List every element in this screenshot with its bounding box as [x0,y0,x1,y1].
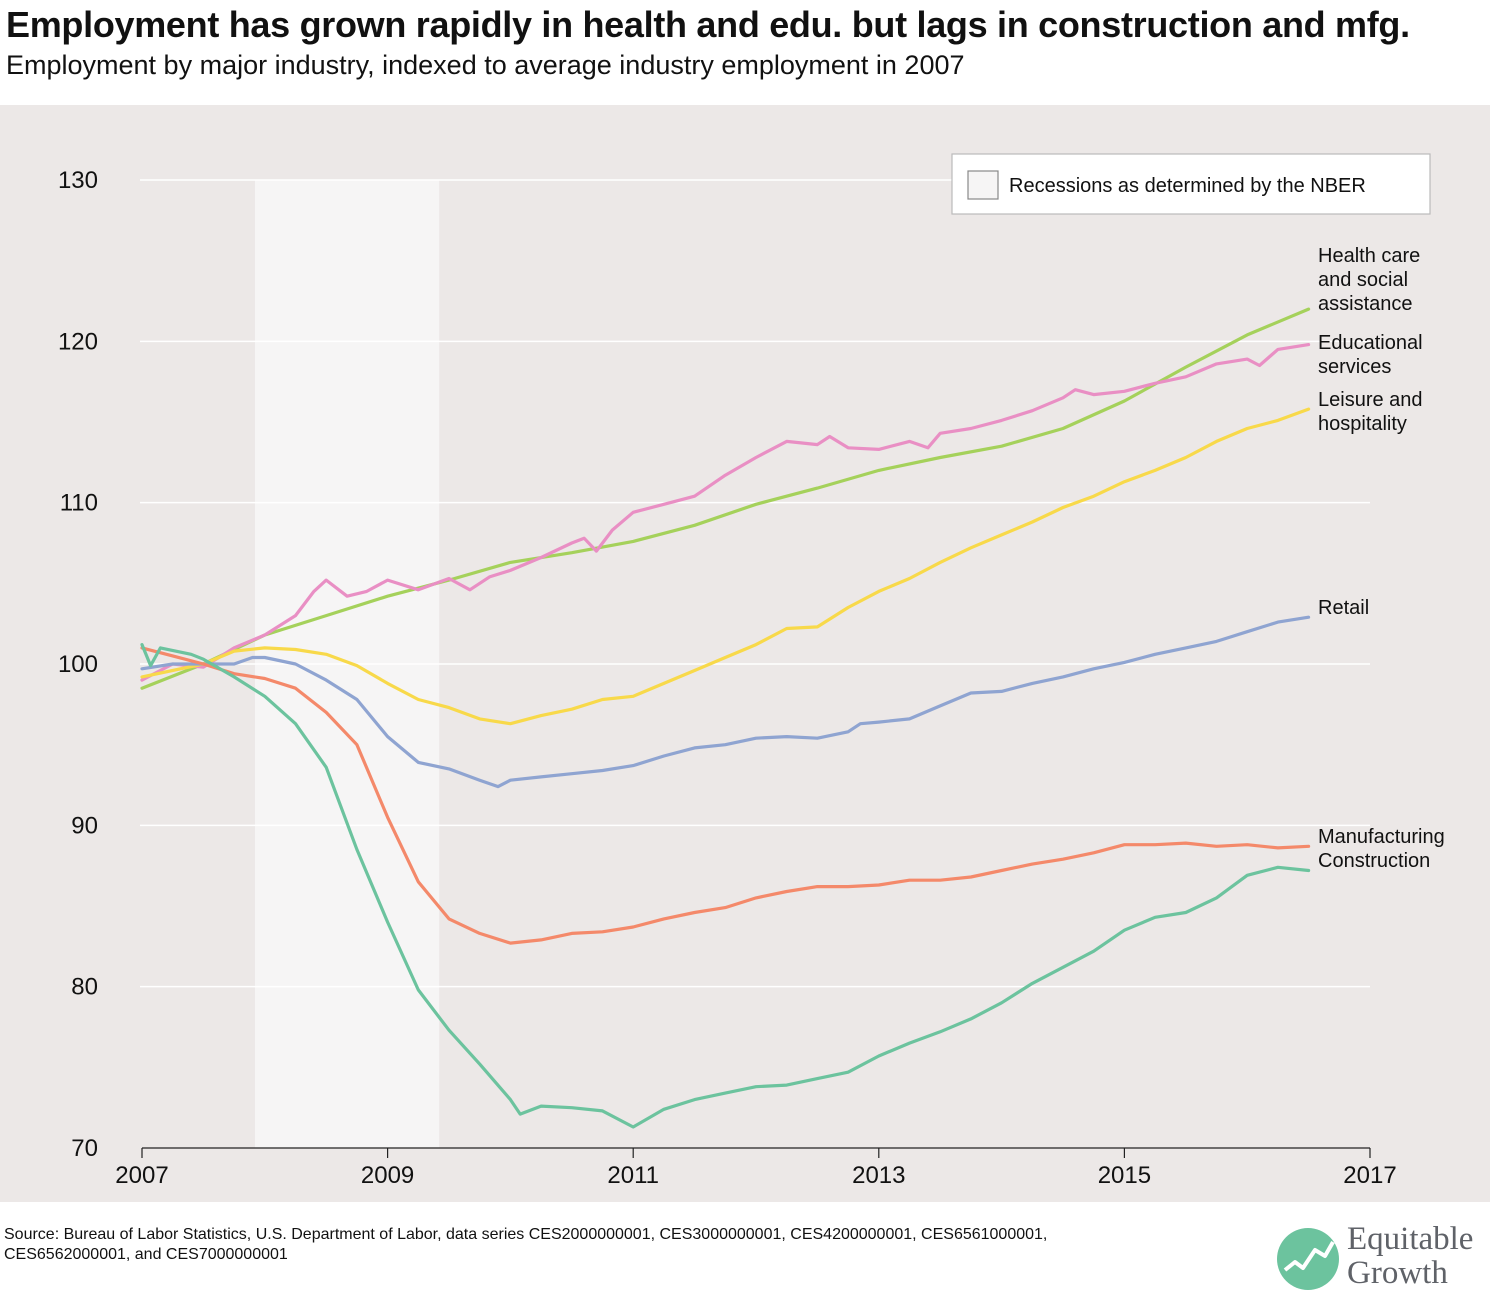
y-tick-label: 90 [71,812,98,839]
x-tick-label: 2009 [361,1162,414,1189]
series-end-label: Retail [1318,597,1369,619]
series-line [140,615,1311,789]
source-note: Source: Bureau of Labor Statistics, U.S.… [4,1226,1048,1263]
x-tick-label: 2017 [1343,1162,1396,1189]
x-tick-label: 2007 [115,1162,168,1189]
series-line [140,646,1311,945]
x-tick-label: 2015 [1098,1162,1151,1189]
series-end-label-line: Retail [1318,597,1369,619]
series-line [140,307,1311,690]
series-line [140,407,1311,726]
series-end-label-line: Educational [1318,332,1423,354]
series-end-label-line: assistance [1318,293,1413,315]
legend-label: Recessions as determined by the NBER [1009,175,1366,197]
y-tick-label: 130 [58,167,98,194]
series-end-label: Construction [1318,850,1430,872]
series-end-label: Educational services [1318,332,1423,378]
series-end-label-line: and social [1318,269,1408,291]
series-end-label-line: Manufacturing [1318,826,1445,848]
logo-line-2: Growth [1347,1255,1448,1291]
y-tick-label: 100 [58,651,98,678]
series-end-label-line: Leisure and [1318,389,1423,411]
series-end-label: Health care and social assistance [1318,245,1420,315]
legend-swatch [967,170,999,200]
line-chart: 70 80 90 100 110 120 130 2007 2009 2011 2013 2015 20… [0,105,1490,1202]
series-end-label: Leisure and hospitality [1318,389,1423,435]
series-end-label-line: Construction [1318,850,1430,872]
legend-box [951,153,1431,215]
x-tick-label: 2011 [607,1162,659,1189]
chart-area: 70 80 90 100 110 120 130 2007 2009 2011 2013 2015 20… [0,105,1490,1202]
y-tick-label: 70 [71,1135,98,1162]
chart-title: Employment has grown rapidly in health a… [6,4,1410,45]
series-end-label: Manufacturing [1318,826,1445,848]
series-line [140,642,1311,1129]
y-tick-label: 110 [60,490,98,517]
equitable-growth-logo: Equitable Growth [1275,1222,1487,1294]
series-line [140,343,1311,682]
y-tick-label: 80 [71,974,98,1001]
x-tick-label: 2013 [852,1162,905,1189]
series-end-label-line: hospitality [1318,413,1407,435]
logo-line-1: Equitable [1347,1221,1474,1257]
logo-wordmark: Equitable Growth [1347,1222,1473,1290]
y-tick-label: 120 [58,328,98,355]
plot-background [0,105,1490,1202]
growth-logo-icon [1277,1228,1339,1290]
chart-subtitle: Employment by major industry, indexed to… [6,50,965,80]
series-end-label-line: services [1318,356,1391,378]
series-end-label-line: Health care [1318,245,1420,267]
